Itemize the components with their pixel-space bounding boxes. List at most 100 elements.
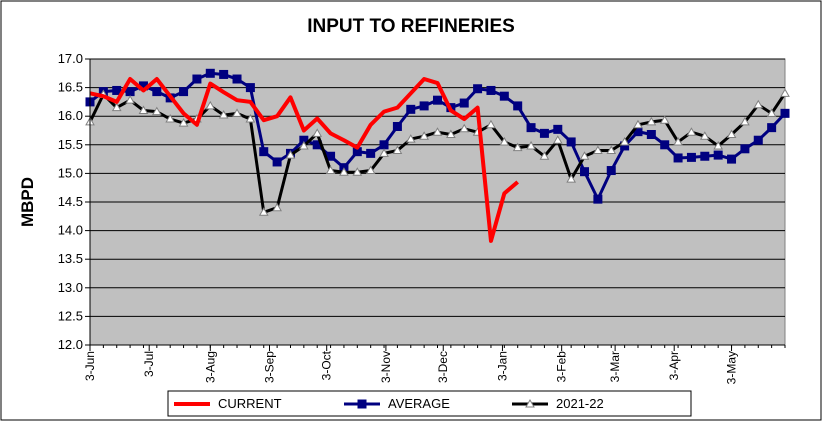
data-point-triangle xyxy=(633,119,643,129)
x-tick-label: 3-May xyxy=(725,351,739,384)
legend-item: 2021-22 xyxy=(512,396,604,411)
data-point-square xyxy=(232,74,242,84)
data-point-square xyxy=(205,68,215,78)
data-point-square xyxy=(392,121,402,131)
data-point-square xyxy=(740,144,750,154)
data-point-triangle xyxy=(258,207,269,216)
data-point-square xyxy=(259,147,269,157)
data-point-square xyxy=(780,108,790,118)
data-point-triangle xyxy=(566,174,577,183)
series-average xyxy=(85,68,790,204)
data-point-triangle xyxy=(659,115,670,124)
series-line xyxy=(89,77,519,243)
data-point-triangle xyxy=(111,102,122,112)
series-2021-22 xyxy=(85,88,790,216)
data-point-triangle xyxy=(593,145,603,155)
data-point-triangle xyxy=(138,105,149,114)
x-tick-label: 3-Oct xyxy=(320,350,334,380)
series-current xyxy=(89,77,519,243)
legend-item: AVERAGE xyxy=(344,396,450,411)
data-point-square xyxy=(179,87,189,97)
data-point-triangle xyxy=(525,398,535,408)
series-layer xyxy=(85,68,790,243)
data-point-triangle xyxy=(392,145,403,155)
data-point-triangle xyxy=(285,150,296,159)
x-tick-label: 3-Jul xyxy=(142,351,156,377)
data-point-square xyxy=(539,128,549,138)
y-tick-label: 12.0 xyxy=(58,337,83,352)
chart-title: INPUT TO REFINERIES xyxy=(307,16,515,37)
data-point-square xyxy=(700,151,710,161)
y-tick-label: 16.0 xyxy=(58,108,83,123)
y-tick-label: 13.0 xyxy=(58,280,83,295)
data-point-triangle xyxy=(419,131,429,140)
data-point-triangle xyxy=(766,108,777,117)
data-point-square xyxy=(473,84,483,94)
data-point-triangle xyxy=(686,127,697,136)
data-point-square xyxy=(245,83,255,93)
data-point-triangle xyxy=(405,134,416,143)
data-point-triangle xyxy=(446,129,456,139)
data-point-triangle xyxy=(232,108,242,117)
legend-label: 2021-22 xyxy=(556,396,604,411)
x-tick-label: 3-Mar xyxy=(608,351,622,382)
data-point-square xyxy=(513,101,523,111)
x-tick-label: 3-Aug xyxy=(203,351,217,383)
data-point-square xyxy=(606,166,616,176)
data-point-triangle xyxy=(713,140,724,150)
x-tick-label: 3-Jun xyxy=(83,351,97,381)
data-point-square xyxy=(379,140,389,150)
data-point-triangle xyxy=(486,119,496,129)
data-point-square xyxy=(112,85,122,95)
data-point-triangle xyxy=(646,116,657,126)
data-point-triangle xyxy=(272,202,282,212)
data-point-triangle xyxy=(298,140,309,150)
data-point-square xyxy=(753,135,763,145)
data-point-triangle xyxy=(740,116,750,126)
x-tick-label: 3-Dec xyxy=(436,351,450,383)
data-point-triangle xyxy=(539,151,550,160)
data-point-triangle xyxy=(673,136,683,146)
data-point-triangle xyxy=(125,95,135,104)
data-point-triangle xyxy=(432,127,443,136)
data-point-triangle xyxy=(753,99,764,109)
y-tick-label: 15.5 xyxy=(58,137,83,152)
data-point-triangle xyxy=(606,145,617,155)
y-axis-title: MBPD xyxy=(18,177,37,227)
data-point-square xyxy=(767,123,777,133)
data-point-triangle xyxy=(699,131,710,140)
axes: 12.0 12.5 13.0 13.5 14.0 14.5 15.0 15.5 16.0 16.5… xyxy=(58,51,786,384)
data-point-triangle xyxy=(352,167,363,176)
legend: CURRENT AVERAGE 2021-22 xyxy=(167,390,692,417)
data-point-triangle xyxy=(205,100,216,110)
data-point-square xyxy=(486,85,496,95)
y-tick-label: 13.5 xyxy=(58,251,83,266)
data-point-triangle xyxy=(579,151,590,160)
data-point-triangle xyxy=(218,110,229,119)
data-point-triangle xyxy=(780,88,790,97)
data-point-triangle xyxy=(178,118,189,127)
data-point-triangle xyxy=(526,140,536,150)
data-point-square xyxy=(152,87,162,97)
data-point-square xyxy=(357,399,367,409)
legend-box xyxy=(167,390,692,417)
y-tick-label: 14.0 xyxy=(58,223,83,238)
data-point-square xyxy=(660,140,670,150)
y-tick-label: 16.5 xyxy=(58,80,83,95)
data-point-triangle xyxy=(339,167,349,176)
data-point-square xyxy=(566,137,576,147)
x-tick-label: 3-Feb xyxy=(555,351,569,383)
data-point-triangle xyxy=(312,128,323,137)
data-point-triangle xyxy=(165,114,176,123)
data-point-square xyxy=(553,124,563,134)
x-tick-label: 3-Jan xyxy=(495,351,509,381)
data-point-triangle xyxy=(499,136,510,146)
legend-item: CURRENT xyxy=(174,396,282,411)
y-tick-label: 17.0 xyxy=(58,51,83,66)
legend-label: CURRENT xyxy=(218,396,282,411)
data-point-triangle xyxy=(379,148,389,157)
data-point-square xyxy=(499,91,509,101)
